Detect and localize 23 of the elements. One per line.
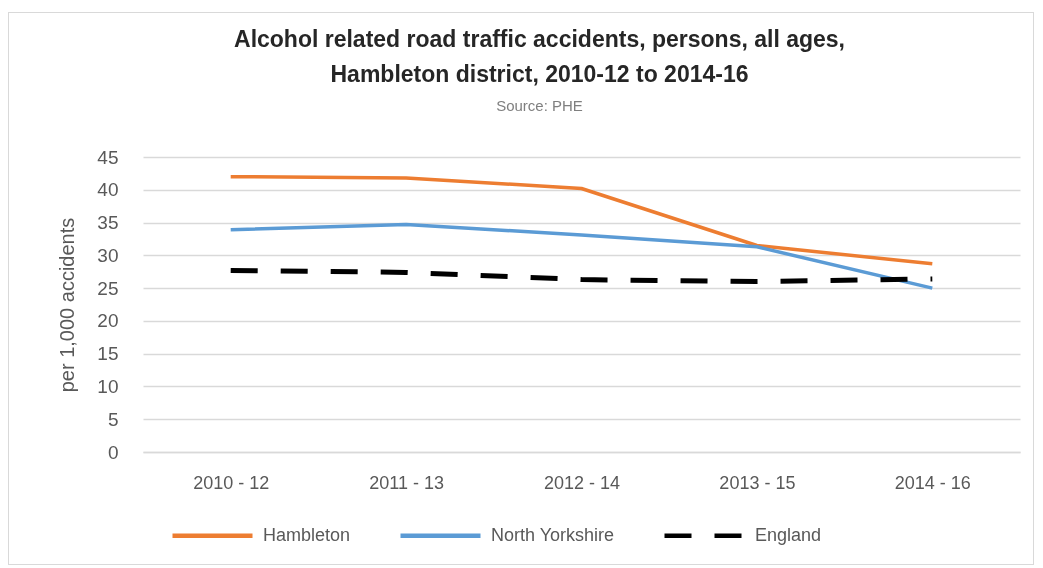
chart-title: Alcohol related road traffic accidents, persons, all ages, Hambleton district, 2010-12 to 2014-16 — [234, 26, 845, 87]
y-tick-label: 15 — [97, 343, 119, 365]
y-tick-label: 0 — [107, 441, 119, 463]
y-axis-title: per 1,000 accidents — [56, 217, 79, 393]
x-tick-label: 2012 - 14 — [543, 472, 621, 493]
y-tick-label: 10 — [97, 375, 119, 397]
y-tick-label: 30 — [97, 244, 119, 266]
x-tick-label: 2014 - 16 — [894, 472, 971, 493]
source-note: Source: PHE — [496, 97, 583, 114]
y-tick-label: 25 — [97, 277, 119, 299]
y-tick-label: 45 — [97, 146, 119, 168]
y-tick-label: 40 — [97, 179, 119, 201]
line-series — [228, 174, 935, 266]
y-tick-label: 5 — [107, 408, 119, 430]
y-tick-label: 20 — [97, 310, 119, 332]
y-tick-label: 35 — [97, 212, 119, 234]
x-tick-label: 2010 - 12 — [193, 472, 270, 493]
legend-label: Hambleton — [263, 524, 351, 545]
legend-label: North Yorkshire — [491, 524, 615, 545]
line-series — [228, 222, 935, 290]
x-tick-label: 2013 - 15 — [719, 472, 796, 493]
legend-label: England — [755, 524, 822, 545]
x-tick-label: 2011 - 13 — [369, 472, 444, 493]
